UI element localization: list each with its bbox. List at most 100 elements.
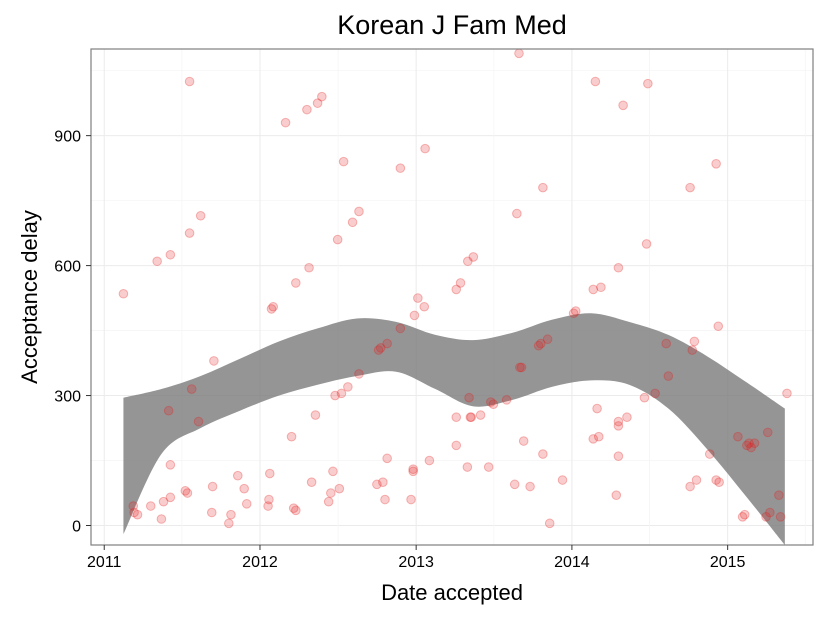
data-point <box>226 509 236 520</box>
data-point <box>488 399 499 410</box>
data-point <box>145 501 156 511</box>
data-point <box>323 496 334 507</box>
data-point <box>622 412 632 423</box>
data-point <box>312 98 323 108</box>
chart-title: Korean J Fam Med <box>337 10 567 40</box>
data-point <box>465 412 476 423</box>
data-point <box>765 507 775 518</box>
y-tick-label: 300 <box>54 389 81 406</box>
data-point <box>338 156 349 167</box>
data-point <box>304 262 314 273</box>
data-point <box>336 388 347 399</box>
panel-border <box>90 48 814 546</box>
data-point <box>118 288 129 299</box>
data-point <box>568 308 579 319</box>
data-point <box>165 249 176 260</box>
data-point <box>486 397 496 407</box>
data-point <box>451 440 462 451</box>
data-point <box>406 494 416 505</box>
data-point <box>590 76 601 87</box>
data-point <box>613 451 624 461</box>
data-point <box>742 440 752 451</box>
data-point <box>509 479 520 490</box>
data-point <box>326 488 336 498</box>
data-point <box>501 395 512 405</box>
data-point <box>382 453 392 464</box>
x-axis-title: Date accepted <box>381 580 523 605</box>
data-point <box>224 518 234 529</box>
data-point <box>557 475 568 485</box>
x-tick-label: 2014 <box>554 554 590 571</box>
data-point <box>588 284 599 295</box>
data-point <box>711 475 721 485</box>
data-point <box>330 390 340 401</box>
data-point <box>535 338 546 349</box>
y-axis: 0 300 600 900 <box>54 129 91 536</box>
data-point <box>291 278 301 288</box>
data-point <box>184 76 195 87</box>
data-point <box>618 100 628 111</box>
data-point <box>306 477 317 487</box>
smooth-band <box>123 313 785 545</box>
data-point <box>687 345 698 355</box>
data-point <box>334 483 345 494</box>
data-points <box>118 48 792 529</box>
data-point <box>328 466 338 477</box>
y-axis-title: Acceptance delay <box>17 210 42 384</box>
data-point <box>419 301 430 312</box>
data-point <box>775 512 786 522</box>
data-point <box>182 488 193 498</box>
data-point <box>514 48 524 59</box>
data-point <box>380 494 390 505</box>
data-point <box>762 427 773 438</box>
data-point <box>588 434 599 444</box>
data-point <box>685 182 695 193</box>
data-point <box>475 410 486 420</box>
data-point <box>641 239 652 249</box>
data-point <box>746 442 756 453</box>
data-point <box>466 412 477 423</box>
data-point <box>613 421 624 431</box>
data-point <box>264 468 275 479</box>
data-point <box>310 410 321 420</box>
data-point <box>570 306 581 316</box>
data-point <box>739 509 750 520</box>
data-point <box>451 412 462 423</box>
data-point <box>464 392 474 403</box>
data-point <box>206 507 217 518</box>
data-point <box>163 405 174 416</box>
data-point <box>613 416 624 427</box>
data-point <box>733 431 743 442</box>
data-point <box>525 481 535 492</box>
data-point <box>538 182 548 193</box>
x-tick-label: 2013 <box>398 554 434 571</box>
data-point <box>544 518 555 529</box>
data-point <box>761 512 771 522</box>
data-point <box>354 206 364 217</box>
data-point <box>302 104 312 115</box>
data-point <box>158 496 169 507</box>
x-tick-label: 2015 <box>710 554 746 571</box>
data-point <box>408 466 418 477</box>
data-point <box>782 388 792 399</box>
data-point <box>518 436 529 446</box>
data-point <box>689 336 700 347</box>
data-point <box>209 356 219 366</box>
data-point <box>424 455 435 466</box>
data-point <box>650 388 660 399</box>
data-point <box>661 338 672 349</box>
data-point <box>152 256 162 267</box>
data-point <box>468 252 479 262</box>
data-point <box>332 234 343 245</box>
data-point <box>704 449 715 459</box>
data-point <box>596 282 606 293</box>
data-point <box>691 475 702 485</box>
data-point <box>266 304 277 314</box>
data-point <box>512 208 522 219</box>
data-point <box>395 323 406 334</box>
grid-lines <box>91 49 813 545</box>
data-point <box>538 449 548 459</box>
data-point <box>744 438 754 449</box>
data-point <box>156 514 167 524</box>
